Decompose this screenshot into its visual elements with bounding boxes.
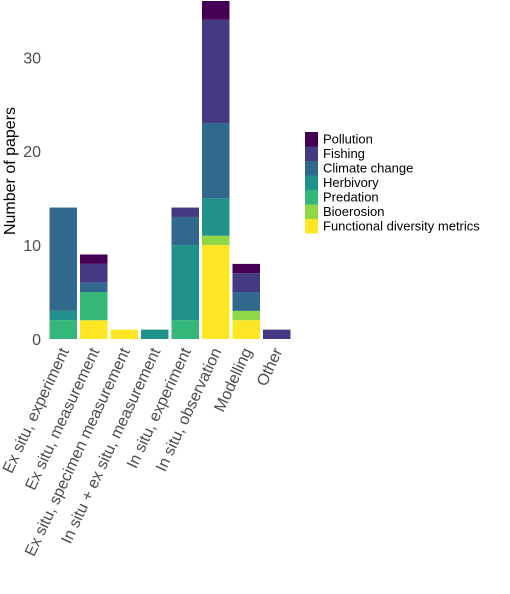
legend-label: Herbivory: [323, 175, 379, 190]
legend-label: Functional diversity metrics: [323, 219, 480, 234]
legend-key: [305, 146, 318, 161]
bar-segment: [171, 207, 199, 217]
bar-segment: [80, 282, 108, 293]
bar-segment: [110, 329, 138, 339]
bar-segment: [49, 320, 77, 339]
legend-key: [305, 204, 318, 219]
bar-segment: [141, 329, 169, 339]
y-tick-label: 30: [23, 50, 41, 67]
y-tick-label: 20: [23, 144, 41, 161]
bar-segment: [232, 263, 260, 274]
bar-segment: [232, 273, 260, 293]
y-axis-title: Number of papers: [2, 107, 19, 235]
bar-segment: [202, 198, 230, 236]
bar-segment: [171, 245, 199, 321]
legend-label: Climate change: [323, 161, 413, 176]
legend-label: Predation: [323, 190, 379, 205]
y-tick-label: 10: [23, 238, 41, 255]
legend-label: Pollution: [323, 132, 373, 147]
bar-segment: [232, 310, 260, 321]
bar-segment: [171, 320, 199, 339]
bar-segment: [202, 19, 230, 124]
bar-segment: [49, 207, 77, 311]
legend-key: [305, 132, 318, 147]
x-tick-label: Other: [254, 345, 287, 389]
bar-segment: [171, 216, 199, 246]
legend-key: [305, 161, 318, 176]
y-tick-label: 0: [32, 332, 41, 349]
y-axis-ticks: 0 10 20 30: [23, 50, 41, 349]
legend-label: Fishing: [323, 146, 365, 161]
bar-segment: [202, 235, 230, 246]
bars-group: [49, 1, 291, 339]
legend-key: [305, 190, 318, 205]
legend-key: [305, 175, 318, 190]
bar-segment: [263, 329, 291, 339]
bar-segment: [80, 263, 108, 283]
bar-segment: [202, 123, 230, 199]
bar-segment: [49, 310, 77, 321]
bar-segment: [202, 1, 230, 20]
legend-key: [305, 219, 318, 234]
bar-segment: [80, 292, 108, 321]
bar-segment: [232, 292, 260, 311]
bar-segment: [80, 254, 108, 264]
bar-segment: [80, 320, 108, 339]
bar-segment: [202, 245, 230, 339]
bar-segment: [232, 320, 260, 339]
legend-label: Bioerosion: [323, 204, 384, 219]
